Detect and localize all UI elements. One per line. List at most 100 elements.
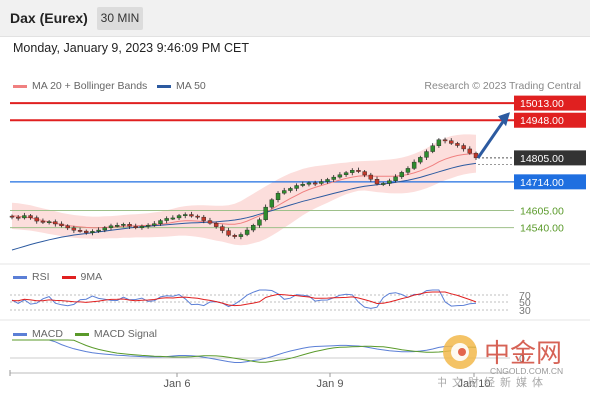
rsi-level-label: 50 [519, 297, 531, 309]
candle-body [164, 218, 169, 221]
candle-body [65, 225, 70, 229]
ma20-swatch [13, 84, 27, 88]
timeframe-button[interactable]: 30 MIN [97, 7, 143, 30]
rsi-ma-line [11, 291, 477, 307]
candle-body [356, 170, 361, 172]
candle-body [59, 223, 64, 227]
ma9-swatch [61, 275, 76, 279]
legend-ma20: MA 20 + Bollinger Bands [13, 80, 147, 92]
candle-body [294, 185, 299, 189]
candle-body [430, 145, 435, 152]
candle-body [226, 230, 231, 236]
candle-body [22, 215, 27, 219]
candle-body [102, 227, 108, 231]
candle-body [449, 140, 454, 144]
candle-body [381, 183, 386, 185]
macd-line [12, 339, 477, 363]
signal-swatch [74, 332, 89, 336]
ma50-swatch [157, 84, 171, 88]
timestamp: Monday, January 9, 2023 9:46:09 PM CET [13, 41, 250, 55]
candle-body [90, 231, 95, 233]
macd-legend-label: MACD [32, 328, 63, 340]
pivot-tag [514, 174, 586, 190]
macd-swatch [13, 332, 27, 336]
candle-body [28, 215, 33, 218]
projection-arrowhead [498, 112, 510, 127]
candle-body [232, 235, 237, 237]
candle-body [263, 206, 268, 220]
signal-legend-label: MACD Signal [93, 328, 157, 340]
watermark-domain: CNGOLD.COM.CN [490, 366, 563, 376]
ma20-line [11, 153, 477, 229]
last-price-tag [514, 150, 586, 166]
candle-body [139, 225, 145, 228]
chart-header: Dax (Eurex) 30 MIN [0, 0, 590, 37]
candle-body [207, 220, 213, 224]
watermark-logo-text: 中金网 [484, 339, 562, 369]
candle-body [15, 216, 21, 219]
candle-body [145, 225, 151, 227]
ma50-legend-label: MA 50 [176, 80, 206, 92]
candle-body [133, 226, 138, 228]
candle-body [176, 215, 182, 219]
rsi-level-label: 70 [519, 290, 531, 302]
candle-body [368, 174, 374, 180]
candle-body [46, 221, 52, 224]
bollinger-band [12, 134, 476, 246]
candle-body [387, 180, 392, 184]
candle-body [282, 190, 287, 194]
candle-body [405, 168, 411, 173]
candle-body [399, 172, 404, 178]
ma9-legend-label: 9MA [80, 271, 103, 283]
candle-body [34, 217, 39, 222]
candle-body [96, 229, 101, 232]
support-label: 14540.00 [520, 223, 564, 235]
legend-macd: MACD MACD Signal [13, 328, 157, 340]
legend-rsi: RSI 9MA [13, 271, 102, 283]
candle-body [337, 174, 343, 178]
last-price-label: 14805.00 [520, 153, 564, 165]
macd-signal-line [12, 339, 477, 363]
candle-body [374, 179, 380, 185]
candle-body [319, 181, 324, 184]
instrument-title: Dax (Eurex) [10, 10, 88, 26]
candle-body [108, 225, 114, 228]
candle-body [189, 214, 194, 217]
candle-body [343, 172, 349, 175]
watermark-subtitle: 中文财经新媒体 [438, 375, 548, 389]
candle-body [442, 139, 448, 142]
resistance-tag [514, 95, 586, 111]
candle-body [350, 170, 355, 173]
rsi-line [11, 289, 477, 309]
candle-body [269, 199, 275, 208]
candle-body [244, 229, 250, 235]
candle-body [121, 224, 126, 226]
candle-body [84, 230, 89, 233]
x-tick-label: Jan 6 [164, 378, 191, 390]
candle-body [251, 225, 256, 231]
x-tick-label: Jan 10 [457, 378, 490, 390]
candle-body [238, 234, 244, 237]
resistance-tag [514, 112, 586, 128]
candle-body [9, 215, 15, 218]
candle-body [152, 223, 157, 226]
x-tick-label: Jan 9 [317, 378, 344, 390]
ma20-legend-label: MA 20 + Bollinger Bands [32, 80, 148, 92]
candle-body [312, 182, 318, 185]
candle-body [201, 216, 206, 221]
macd-zero-label: 0 [519, 353, 525, 365]
candle-body [170, 217, 176, 220]
candle-body [220, 226, 225, 231]
ma50-line [11, 162, 477, 251]
candle-body [195, 215, 200, 218]
candle-body [114, 225, 120, 227]
candle-body [53, 221, 58, 225]
candle-body [158, 220, 163, 224]
candle-body [77, 230, 83, 232]
projection-arrow [476, 119, 506, 159]
resistance-label: 15013.00 [520, 98, 564, 110]
candle-body [71, 227, 77, 231]
rsi-legend-label: RSI [32, 271, 50, 283]
candle-body [275, 192, 281, 200]
